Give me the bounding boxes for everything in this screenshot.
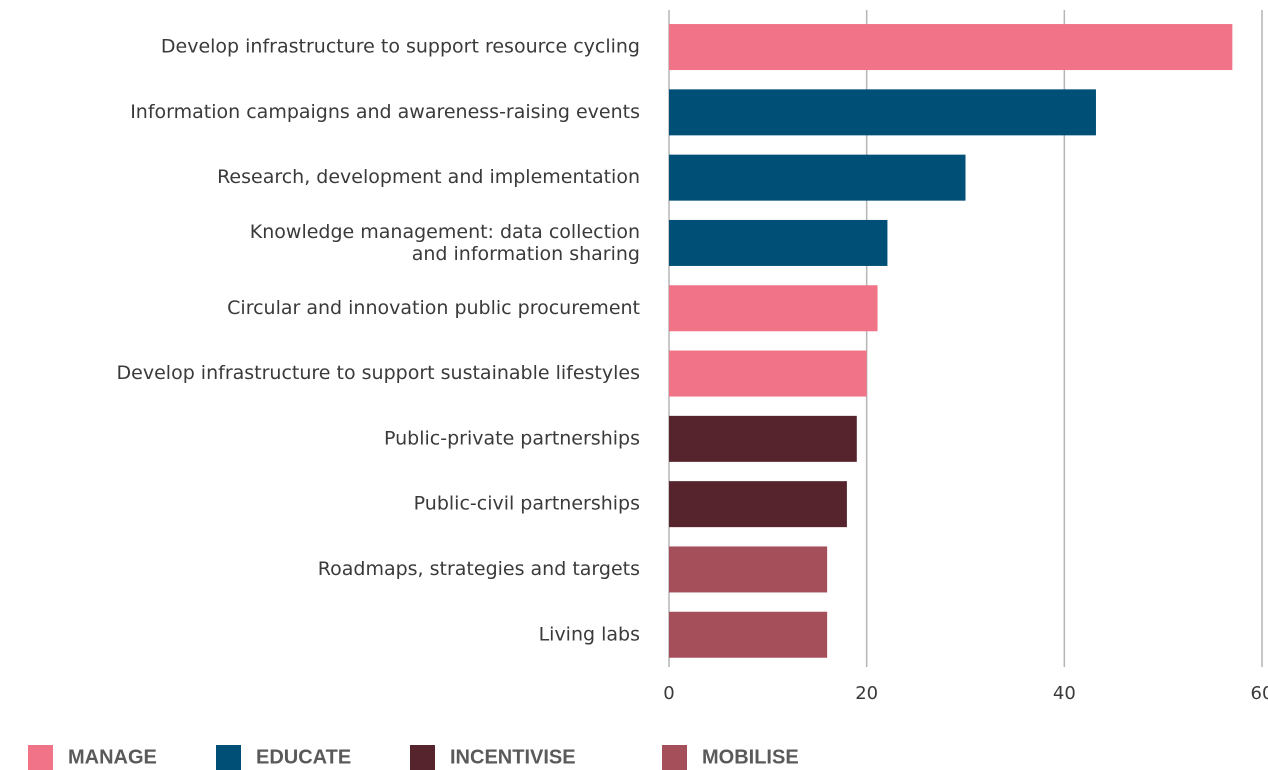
- y-tick-label: Living labs: [539, 623, 640, 645]
- y-tick-label: Develop infrastructure to support sustai…: [117, 362, 640, 384]
- bar: [669, 89, 1096, 136]
- bar: [669, 546, 828, 593]
- legend-swatch: [410, 745, 435, 770]
- legend-label: INCENTIVISE: [450, 746, 576, 768]
- y-tick-label: Knowledge management: data collection and…: [250, 220, 640, 264]
- x-tick-label: 0: [663, 683, 674, 704]
- legend-label: EDUCATE: [256, 746, 351, 768]
- y-tick-label: Circular and innovation public procureme…: [227, 297, 640, 319]
- bar: [669, 154, 966, 201]
- y-tick-label: Public-civil partnerships: [414, 493, 640, 515]
- x-tick-label: 20: [855, 683, 878, 704]
- y-tick-label: Information campaigns and awareness-rais…: [130, 101, 640, 123]
- bar: [669, 611, 828, 658]
- y-tick-label: Develop infrastructure to support resour…: [161, 36, 640, 58]
- bar: [669, 481, 847, 528]
- y-tick-label: Research, development and implementation: [217, 166, 640, 188]
- bar: [669, 415, 857, 462]
- y-tick-label: Roadmaps, strategies and targets: [318, 558, 640, 580]
- legend-swatch: [662, 745, 687, 770]
- x-tick-label: 40: [1053, 683, 1076, 704]
- legend-swatch: [28, 745, 53, 770]
- legend-label: MANAGE: [68, 746, 157, 768]
- bar: [669, 219, 888, 266]
- legend-label: MOBILISE: [702, 746, 799, 768]
- y-tick-label: Public-private partnerships: [384, 427, 640, 449]
- x-tick-label: 60: [1251, 683, 1268, 704]
- bar: [669, 285, 878, 332]
- legend-swatch: [216, 745, 241, 770]
- bar: [669, 350, 867, 397]
- bar: [669, 24, 1233, 71]
